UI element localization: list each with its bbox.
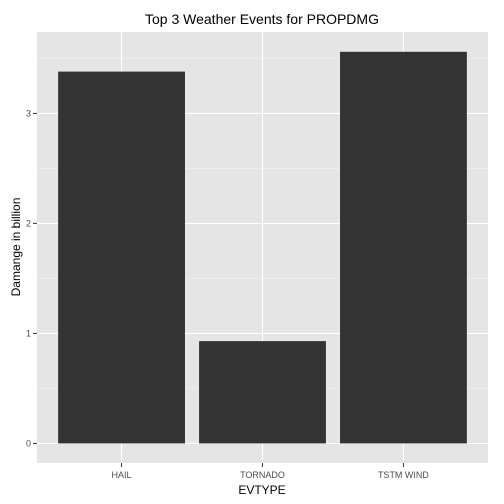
x-tick-label: TORNADO <box>240 470 285 480</box>
y-tick-label: 2 <box>26 218 31 228</box>
bars <box>58 51 467 444</box>
y-tick-label: 0 <box>26 438 31 448</box>
x-tick-label: HAIL <box>112 470 132 480</box>
x-tick-label: TSTM WIND <box>378 470 429 480</box>
y-tick-label: 1 <box>26 328 31 338</box>
x-axis-ticks: HAIL TORNADO TSTM WIND <box>112 463 429 480</box>
y-tick-label: 3 <box>26 108 31 118</box>
bar-tstm-wind <box>340 51 467 444</box>
chart-title: Top 3 Weather Events for PROPDMG <box>145 11 379 27</box>
y-axis-title: Damange in billion <box>9 198 23 297</box>
bar-hail <box>58 71 185 444</box>
x-axis-title: EVTYPE <box>238 483 285 497</box>
y-axis-ticks: 0 1 2 3 <box>26 108 37 448</box>
bar-tornado <box>199 341 326 444</box>
